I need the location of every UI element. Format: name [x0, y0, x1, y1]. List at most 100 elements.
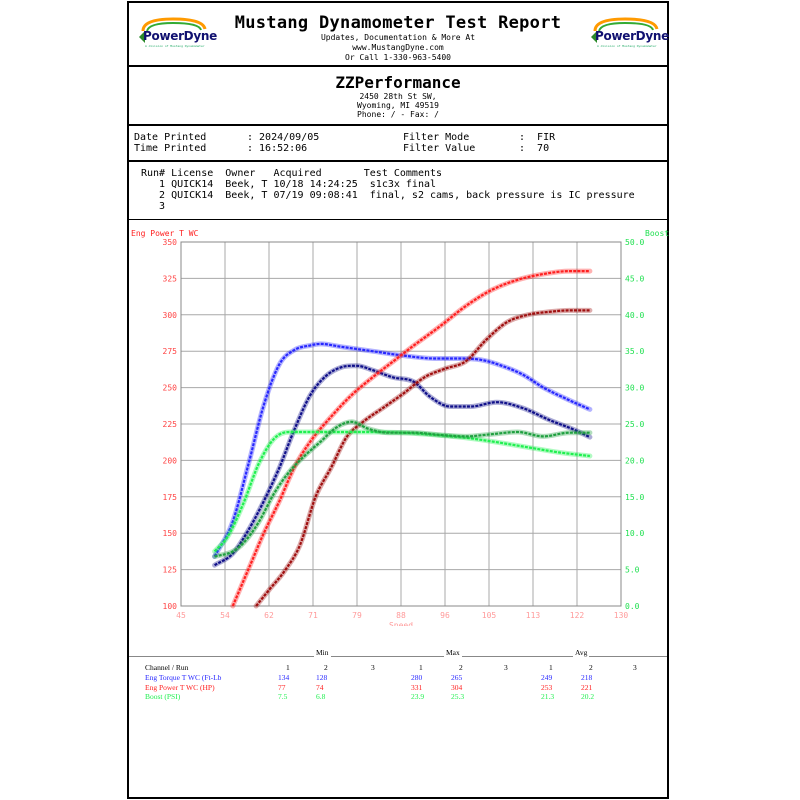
- run-number-header: 3: [504, 663, 508, 672]
- stats-value-max: 331: [411, 682, 423, 692]
- y-right-tick-label: 50.0: [625, 238, 644, 247]
- date-printed-label: Date Printed: [134, 132, 207, 143]
- stats-value-avg: 20.2: [581, 692, 595, 701]
- x-tick-label: 54: [220, 611, 230, 620]
- header-line-1: Updates, Documentation & More At: [320, 33, 476, 42]
- run-row: 1 QUICK14 Beek, T 10/18 14:24:25 s1c3x f…: [141, 179, 437, 190]
- run-number-header: 1: [549, 663, 553, 672]
- x-tick-label: 130: [614, 611, 629, 620]
- series-line-6: [212, 419, 593, 559]
- x-tick-label: 71: [308, 611, 318, 620]
- run-number-header: 2: [459, 663, 463, 672]
- stats-value-min: 134: [278, 673, 290, 682]
- run-number-header: 3: [371, 663, 375, 672]
- x-tick-label: 45: [176, 611, 186, 620]
- y-right-tick-label: 5.0: [625, 566, 640, 575]
- stats-col-head-min: Min: [314, 648, 331, 657]
- stats-value-min: 7.5: [278, 692, 288, 701]
- x-tick-label: 122: [570, 611, 585, 620]
- stats-value-max: 280: [411, 673, 423, 682]
- stats-value-avg: 249: [541, 673, 553, 682]
- shop-address-1: 2450 28th St SW,: [359, 92, 437, 101]
- series-path: [214, 364, 591, 567]
- x-tick-label: 113: [526, 611, 541, 620]
- header-line-3: Or Call 1-330-963-5400: [345, 53, 451, 62]
- time-printed-value: : 16:52:06: [247, 143, 308, 154]
- shop-phone: Phone: / - Fax: /: [357, 110, 439, 119]
- report-header: PowerDyne A division of Mustang Dynamome…: [129, 3, 669, 67]
- y-left-tick-label: 250: [163, 384, 178, 393]
- powerdyne-logo-left: PowerDyne A division of Mustang Dynamome…: [135, 17, 217, 51]
- series-halo: [230, 268, 593, 609]
- stats-value-avg: 253: [541, 682, 553, 692]
- run-number-header: 1: [286, 663, 290, 672]
- shop-name: ZZPerformance: [335, 73, 461, 92]
- series-path: [213, 430, 591, 553]
- plot-frame: [180, 241, 622, 607]
- logo-subtext: A division of Mustang Dynamometer: [145, 44, 205, 48]
- y-right-tick-label: 10.0: [625, 529, 644, 538]
- y-left-tick-label: 275: [163, 347, 178, 356]
- stats-value-max: 265: [451, 673, 463, 682]
- series-line-1: [212, 341, 593, 559]
- y-right-tick-label: 0.0: [625, 602, 640, 611]
- series-line-5: [212, 429, 593, 554]
- logo-icon: [591, 17, 659, 43]
- x-axis-label: Speed: [389, 621, 413, 626]
- stats-value-avg: 221: [581, 682, 593, 692]
- series-path: [231, 270, 590, 607]
- stats-value-min: 128: [316, 673, 328, 682]
- header-line-2: www.MustangDyne.com: [352, 43, 444, 52]
- runs-section: Run# License Owner Acquired Test Comment…: [129, 162, 667, 220]
- stats-value-max: 25.3: [451, 692, 465, 701]
- run-number-header: 1: [419, 663, 423, 672]
- powerdyne-logo-right: PowerDyne A division of Mustang Dynamome…: [587, 17, 669, 51]
- logo-subtext: A division of Mustang Dynamometer: [597, 44, 657, 48]
- report-title: Mustang Dynamometer Test Report: [234, 13, 562, 33]
- logo-text: PowerDyne: [143, 29, 217, 43]
- stats-value-avg: 218: [581, 673, 593, 682]
- series-line-4: [253, 307, 593, 609]
- y-left-tick-label: 350: [163, 238, 178, 247]
- stats-channel-label: Boost (PSI): [145, 692, 181, 701]
- stats-value-min: 77: [278, 682, 286, 692]
- logo-text: PowerDyne: [595, 29, 669, 43]
- stats-col-head-avg: Avg: [573, 648, 590, 657]
- y-left-tick-label: 175: [163, 493, 178, 502]
- stats-value-avg: 21.3: [541, 692, 555, 701]
- series-path: [255, 309, 590, 607]
- meta-section: Date Printed : 2024/09/05 Time Printed :…: [129, 126, 667, 162]
- report-page: PowerDyne A division of Mustang Dynamome…: [127, 1, 669, 799]
- stats-channel-label: Eng Torque T WC (Ft-Lb: [145, 673, 222, 682]
- y-left-axis-label: Eng Power T WC: [131, 229, 199, 238]
- run-number-header: 2: [324, 663, 328, 672]
- y-right-tick-label: 25.0: [625, 420, 644, 429]
- series-path: [214, 420, 590, 558]
- stats-value-max: 23.9: [411, 692, 425, 701]
- series-line-3: [230, 268, 593, 609]
- filter-value-value: : 70: [519, 143, 550, 154]
- y-left-tick-label: 100: [163, 602, 178, 611]
- filter-mode-value: : FIR: [519, 132, 556, 143]
- y-left-tick-label: 225: [163, 420, 178, 429]
- shop-section: ZZPerformance 2450 28th St SW, Wyoming, …: [129, 67, 667, 126]
- series-path: [213, 342, 591, 558]
- x-tick-label: 88: [396, 611, 406, 620]
- stats-value-min: 6.8: [316, 692, 326, 701]
- run-row: 3: [141, 201, 166, 212]
- run-row: 2 QUICK14 Beek, T 07/19 09:08:41 final, …: [141, 190, 635, 201]
- y-right-tick-label: 20.0: [625, 456, 644, 465]
- stats-col-head-max: Max: [444, 648, 462, 657]
- y-right-axis-label: Boost: [645, 229, 669, 238]
- series-halo: [253, 307, 593, 609]
- filter-mode-label: Filter Mode: [403, 132, 470, 143]
- stats-value-max: 304: [451, 682, 463, 692]
- run-number-header: 3: [633, 663, 637, 672]
- x-tick-label: 79: [352, 611, 362, 620]
- channel-run-label: Channel / Run: [145, 663, 189, 672]
- date-printed-value: : 2024/09/05: [247, 132, 320, 143]
- y-right-tick-label: 40.0: [625, 311, 644, 320]
- y-right-tick-label: 30.0: [625, 384, 644, 393]
- run-number-header: 2: [589, 663, 593, 672]
- y-left-tick-label: 200: [163, 456, 178, 465]
